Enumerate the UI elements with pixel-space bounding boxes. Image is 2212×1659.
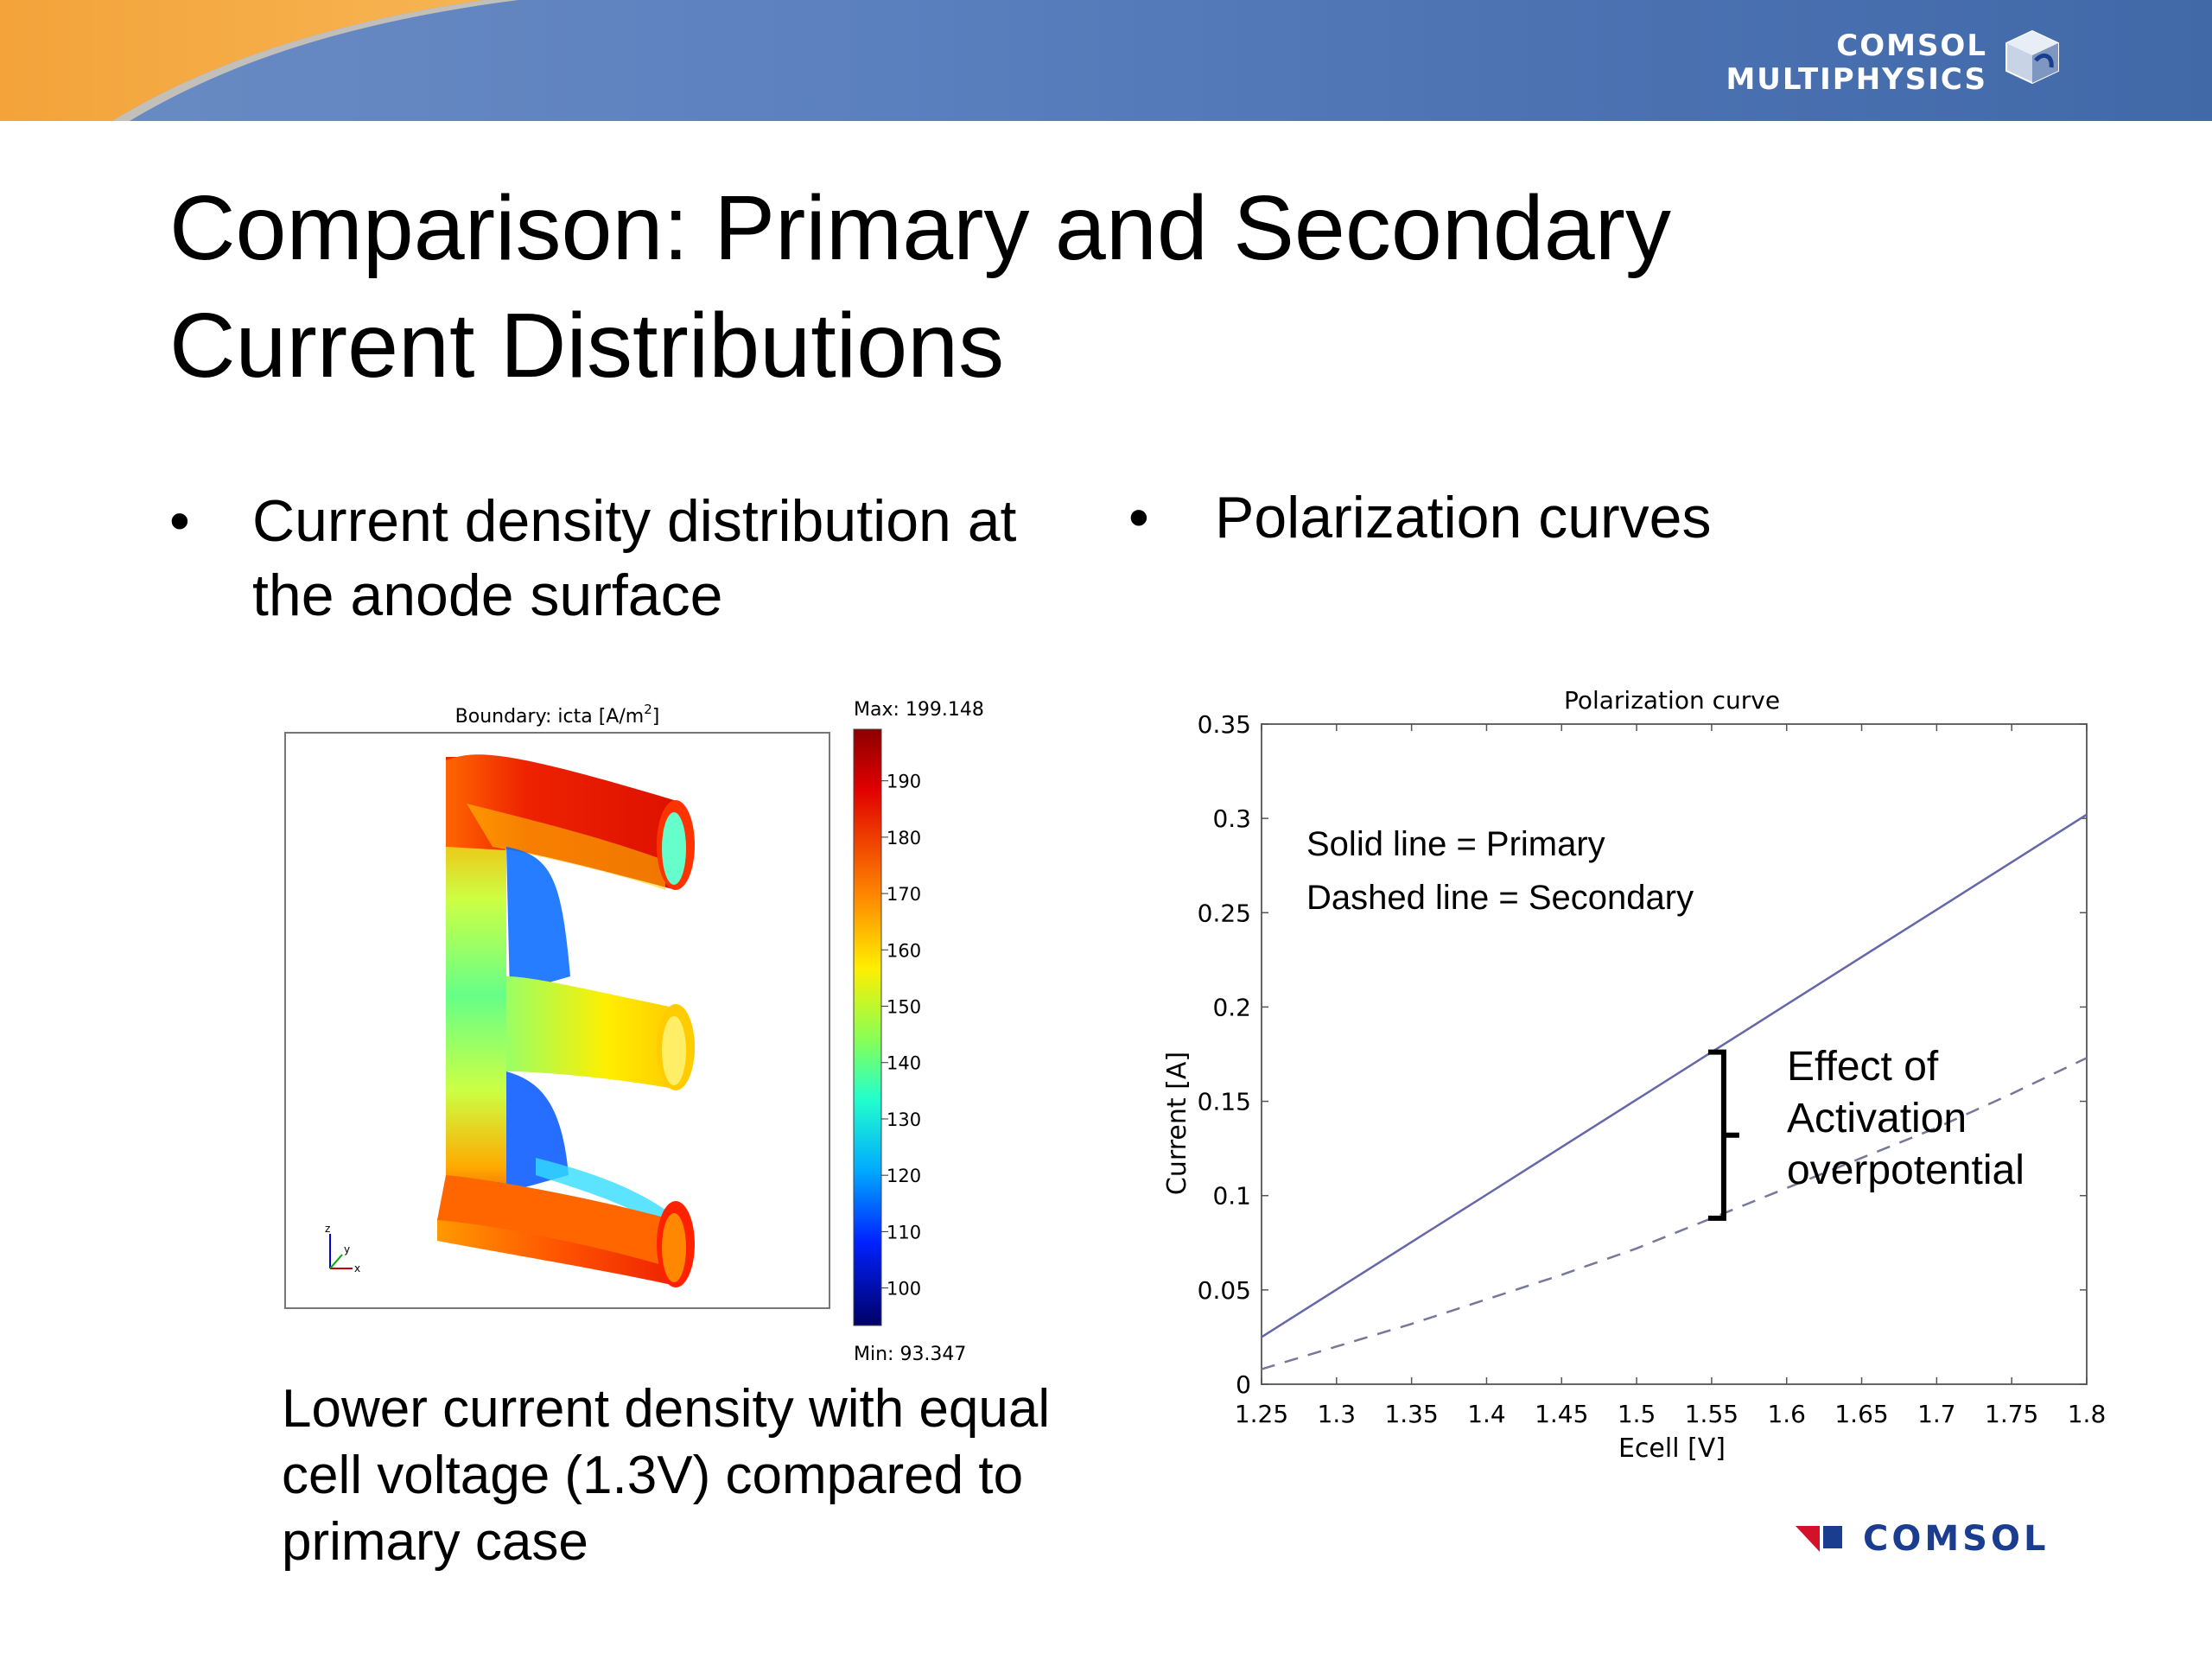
bullet-current-density: • Current density distribution at the an… [169,484,1120,639]
cube-logo-icon [2005,29,2059,85]
slide-title: Comparison: Primary and Secondary Curren… [169,169,2070,404]
chart-series [1261,813,2088,1370]
colorbar-tick-label: 150 [887,997,921,1018]
x-tick-label: 1.35 [1384,1400,1438,1428]
x-tick-label: 1.6 [1767,1400,1806,1428]
colorbar-tick-label: 190 [887,772,921,792]
x-tick-label: 1.65 [1834,1400,1888,1428]
header-banner: COMSOL MULTIPHYSICS [0,0,2212,121]
svg-text:x: x [354,1262,360,1274]
chart-title: Polarization curve [1564,686,1780,715]
y-tick-label: 0.25 [1198,899,1251,927]
logo-line-2: MULTIPHYSICS [1726,62,1987,98]
plot-caption: Lower current density with equal cell vo… [282,1376,1146,1575]
bullet-polarization: • Polarization curves [1128,480,1906,558]
annotation-dashed: Dashed line = Secondary [1306,879,1694,917]
x-tick-label: 1.5 [1618,1400,1656,1428]
colorbar-tick-label: 180 [887,828,921,849]
x-tick-label: 1.8 [2068,1400,2107,1428]
caption-line-1: Lower current density with equal [282,1379,1051,1439]
bullet-text: Polarization curves [1215,485,1712,550]
colorbar-max-label: Max: 199.148 [854,699,984,721]
bullet-text: Current density distribution at the anod… [252,484,1016,632]
x-tick-label: 1.4 [1467,1400,1506,1428]
x-tick-label: 1.45 [1535,1400,1588,1428]
comsol-logo: COMSOL [1796,1521,2049,1559]
colorbar-tick-label: 130 [887,1109,921,1130]
x-axis-label: Ecell [V] [1618,1433,1726,1464]
y-tick-label: 0.35 [1198,710,1251,739]
y-axis-ticks: 0 0.05 0.1 0.15 0.2 0.25 0.3 0.35 [1198,710,2087,1399]
x-tick-label: 1.7 [1917,1400,1956,1428]
y-tick-label: 0.15 [1198,1088,1251,1116]
comsol-multiphysics-logo: COMSOL MULTIPHYSICS [1726,29,1987,97]
y-tick-label: 0.2 [1212,993,1251,1021]
chart-frame [1261,723,2088,1385]
logo-blue-mark [1823,1526,1842,1548]
xyz-axes-icon: z x y [325,1223,360,1274]
bracket-icon [1707,1049,1739,1221]
annotation-solid: Solid line = Primary [1306,825,1605,863]
annotation-effect-3: overpotential [1787,1147,2024,1193]
caption-line-2: cell voltage (1.3V) compared to [282,1446,1024,1505]
caption-line-3: primary case [282,1512,588,1572]
x-tick-label: 1.75 [1985,1400,2038,1428]
logo-red-mark [1796,1526,1820,1552]
bullet-line-2: the anode surface [252,563,723,628]
colorbar-tick-label: 110 [887,1222,921,1243]
colorbar-tick-label: 140 [887,1053,921,1074]
y-tick-label: 0.1 [1212,1182,1251,1211]
colorbar-tick-label: 170 [887,884,921,905]
annotation-effect-2: Activation [1787,1096,1967,1141]
logo-text: COMSOL [1863,1521,2049,1559]
x-axis-ticks: 1.25 1.3 1.35 1.4 1.45 1.5 1.55 1.6 1.65 1.7 1.75 1… [1235,724,2106,1428]
current-density-plot: Boundary: icta [A/m2] z x y Max: 199.148… [284,699,984,1365]
bullet-marker: • [169,488,190,554]
title-line-2: Current Distributions [169,295,1005,397]
annotation-effect-1: Effect of [1787,1044,1939,1090]
bullet-marker: • [1128,485,1149,550]
anode-e-shape [437,754,695,1287]
colorbar [853,728,882,1326]
y-tick-label: 0.05 [1198,1276,1251,1305]
y-axis-label: Current [A] [1162,1052,1192,1195]
series-line-dashed [1261,1057,2088,1370]
x-tick-label: 1.55 [1685,1400,1738,1428]
colorbar-tick-label: 120 [887,1166,921,1186]
series-line-solid [1261,813,2088,1338]
svg-text:z: z [325,1223,330,1235]
colorbar-tick-label: 100 [887,1279,921,1300]
colorbar-tick-label: 160 [887,940,921,961]
y-tick-label: 0 [1236,1370,1251,1399]
orange-swoosh [0,0,518,121]
plot-area [1261,723,2088,1385]
svg-text:y: y [344,1243,350,1255]
x-tick-label: 1.3 [1318,1400,1357,1428]
colorbar-ticks: 190 180 170 160 150 140 130 120 110 100 [881,772,921,1300]
colorbar-min-label: Min: 93.347 [854,1344,966,1365]
x-tick-label: 1.25 [1235,1400,1288,1428]
polarization-chart: Polarization curve 0 0.05 0.1 0.15 0.2 0.25 0.… [1162,686,2106,1464]
bullet-line-1: Current density distribution at [252,488,1017,554]
logo-line-1: COMSOL [1836,29,1987,63]
plot3d-title: Boundary: icta [A/m2] [455,702,660,728]
title-line-1: Comparison: Primary and Secondary [169,177,1671,279]
y-tick-label: 0.3 [1212,804,1251,833]
